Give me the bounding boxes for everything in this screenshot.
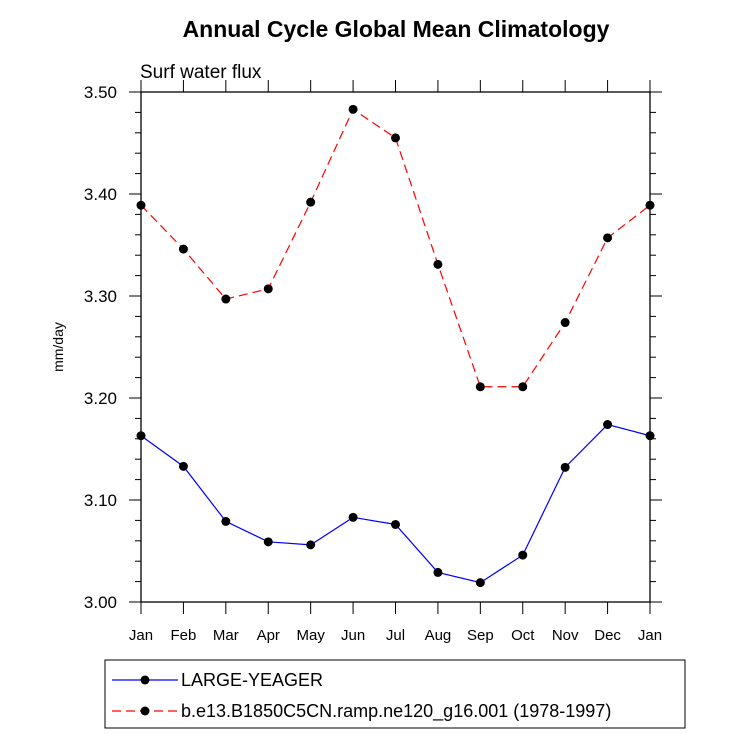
data-point-series-2: [221, 294, 231, 304]
data-point-series-2: [391, 133, 400, 143]
data-point-series-2: [178, 244, 188, 254]
x-tick-label: Dec: [594, 627, 621, 644]
data-point-series-1: [475, 578, 485, 588]
y-tick-labels: 3.00 3.10 3.20 3.30 3.40 3.50: [84, 83, 117, 612]
data-point-series-2: [306, 197, 316, 207]
legend-marker-series-1: [140, 675, 150, 685]
data-point-series-1: [348, 512, 358, 522]
y-tick-label: 3.30: [84, 287, 117, 306]
x-tick-labels: Jan Feb Mar Apr May Jun Jul Aug Sep Oct Nov Dec Jan: [129, 627, 662, 644]
data-point-series-1: [433, 567, 443, 577]
legend-label-series-2: b.e13.B1850C5CN.ramp.ne120_g16.001 (1978…: [181, 701, 611, 722]
y-tick-label: 3.40: [84, 185, 117, 204]
data-point-series-2: [348, 104, 358, 114]
data-point-series-2: [475, 382, 485, 392]
chart-title: Annual Cycle Global Mean Climatology: [183, 16, 610, 42]
data-point-series-2: [560, 318, 570, 328]
x-tick-label: Jul: [386, 627, 405, 644]
minor-ticks: [135, 111, 656, 583]
data-point-series-2: [518, 382, 528, 392]
data-point-series-1: [560, 462, 570, 472]
data-point-series-1: [178, 461, 188, 471]
chart-subtitle: Surf water flux: [140, 62, 262, 83]
x-tick-label: Jun: [341, 627, 365, 644]
x-tick-label: Apr: [257, 627, 280, 644]
data-point-series-1: [391, 519, 400, 529]
y-tick-label: 3.50: [84, 83, 117, 102]
x-tick-label: Nov: [552, 627, 579, 644]
x-tick-label: Jan: [129, 627, 153, 644]
data-point-series-2: [433, 259, 443, 269]
plot-frame: [140, 91, 651, 603]
major-ticks: [129, 80, 662, 614]
data-point-series-2: [603, 233, 613, 243]
data-point-series-1: [603, 420, 613, 430]
series-layer: [136, 104, 655, 588]
data-point-series-1: [518, 550, 528, 560]
legend: LARGE-YEAGER b.e13.B1850C5CN.ramp.ne120_…: [104, 659, 686, 729]
data-point-series-1: [221, 516, 231, 526]
y-tick-label: 3.20: [84, 389, 117, 408]
series-line-1: [140, 423, 651, 584]
x-tick-label: Mar: [213, 627, 239, 644]
series-line-2: [140, 108, 651, 388]
legend-marker-series-2: [140, 706, 150, 716]
y-tick-label: 3.00: [84, 593, 117, 612]
data-point-series-1: [263, 537, 273, 547]
x-tick-label: May: [296, 627, 325, 644]
x-tick-label: Aug: [425, 627, 452, 644]
x-tick-label: Sep: [467, 627, 494, 644]
x-tick-label: Feb: [170, 627, 196, 644]
legend-box: [104, 659, 686, 729]
y-axis-label: mm/day: [50, 322, 66, 372]
x-tick-label: Jan: [638, 627, 662, 644]
data-point-series-2: [263, 284, 273, 294]
legend-label-series-1: LARGE-YEAGER: [181, 670, 323, 690]
x-tick-label: Oct: [511, 627, 535, 644]
data-point-series-1: [306, 540, 316, 550]
y-tick-label: 3.10: [84, 491, 117, 510]
